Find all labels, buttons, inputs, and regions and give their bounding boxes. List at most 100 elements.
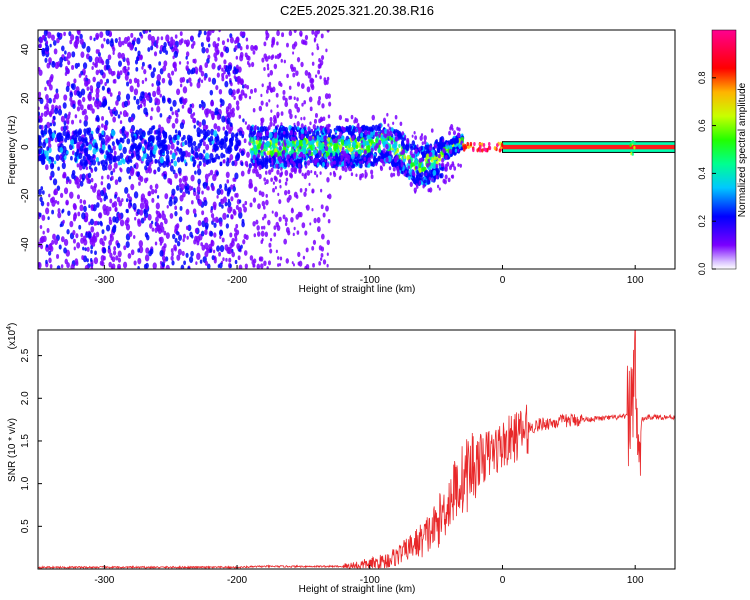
spectrogram-cell [280,58,283,63]
spectrogram-cell [260,263,264,269]
spectrogram-cell [453,166,457,171]
spectrogram-cell [270,167,274,173]
spectrogram-cell [386,112,389,117]
spectrogram-cell [367,130,371,135]
spectrogram-cell [40,244,44,250]
spectrogram-cell [110,175,114,181]
spectrogram-cell [435,152,438,157]
spectrogram-cell [38,67,41,72]
spectrogram-cell [171,70,175,76]
spectrogram-cell [156,88,161,96]
spectrogram-cell [197,168,202,176]
spectrogram-cell [55,154,60,162]
spectrogram-cell [151,188,155,195]
spectrogram-cell [219,230,223,237]
spectrogram-cell [113,106,117,112]
spectrogram-cell [274,186,277,190]
spectrogram-cell [69,39,73,45]
spectrogram-cell [84,160,88,166]
spectrogram-cell [425,153,430,160]
spectrogram-cell [127,41,132,48]
spectrogram-cell [119,70,123,76]
spectrogram-cell [353,148,356,153]
spectrogram-cell [309,78,313,84]
spectrogram-cell [276,114,279,119]
spectrogram-cell [61,209,64,214]
spectrogram-cell [64,113,68,119]
spectrogram-cell [221,76,225,82]
spectrogram-cell [189,82,193,87]
spectrogram-cell [405,144,410,152]
spectrogram-cell [163,258,166,264]
spectrogram-cell [269,146,273,150]
spectrogram-cell [437,153,441,159]
spectrogram-cell [81,212,86,220]
spectrogram-cell [299,211,303,218]
spectrogram-cell [184,181,188,187]
spectrogram-cell [278,52,282,57]
spectrogram-cell [111,141,115,147]
spectrogram-cell [261,191,265,198]
spectrogram-cell [241,84,245,89]
spectrogram-cell [289,172,293,178]
spectrogram-cell [261,57,265,63]
spectrogram-cell [203,30,207,36]
spectrogram-cell [242,239,246,245]
spectrogram-cell [291,207,294,211]
spectrogram-cell [155,39,159,44]
spectrogram-cell [220,152,224,159]
spectrogram-cell [45,244,49,248]
spectrogram-cell [38,139,41,147]
spectrogram-cell [244,160,249,167]
spectrogram-cell [233,95,236,101]
spectrogram-cell [109,32,112,37]
spectrogram-cell [270,177,273,182]
spectrogram-cell [381,129,385,135]
spectrogram-cell [139,104,143,109]
spectrogram-cell [198,121,202,128]
spectrogram-cell [234,154,240,162]
spectrogram-cell [363,150,366,154]
spectrogram-cell [339,144,343,150]
spectrogram-cell [221,115,226,123]
spectrogram-cell [90,249,93,254]
spectrogram-cell [70,263,75,269]
spectrogram-cell [190,148,195,155]
spectrogram-cell [264,155,269,162]
spectrogram-cell [99,147,103,154]
spectrogram-cell [72,229,76,236]
spectrogram-cell [257,136,260,141]
spectrogram-cell [208,109,212,114]
spectrogram-cell [103,37,106,42]
spectrogram-cell [274,55,278,60]
spectrogram-cell [138,246,144,254]
spectrogram-cell [65,199,69,206]
spectrogram-cell [150,71,155,79]
spectrogram-cell [293,191,298,198]
spectrogram-cell [76,242,81,249]
spectrogram-cell [87,127,92,134]
spectrogram-cell [313,170,317,176]
spectrogram-cell [83,148,87,154]
spectrogram-cell [209,248,212,253]
spectrogram-cell [315,130,320,137]
spectrogram-cell [393,130,396,135]
spectrogram-cell [483,147,486,152]
spectrogram-cell [281,32,285,38]
spectrogram-cell [197,178,201,185]
spectrogram-cell [167,72,171,79]
spectrogram-cell [153,51,158,57]
spectrogram-cell [225,171,230,179]
spectrogram-cell [219,188,224,195]
spectrogram-cell [320,135,325,142]
spectrogram-cell [245,44,249,50]
spectrogram-cell [145,247,150,254]
spectrogram-cell [197,220,202,227]
spectrogram-cell [111,202,115,208]
spectrogram-cell [114,179,119,186]
spectrogram-cell [296,57,301,63]
spectrogram-cell [112,250,117,256]
spectrogram-cell [46,155,50,162]
spectrogram-cell [40,200,45,207]
spectrogram-cell [197,199,203,207]
